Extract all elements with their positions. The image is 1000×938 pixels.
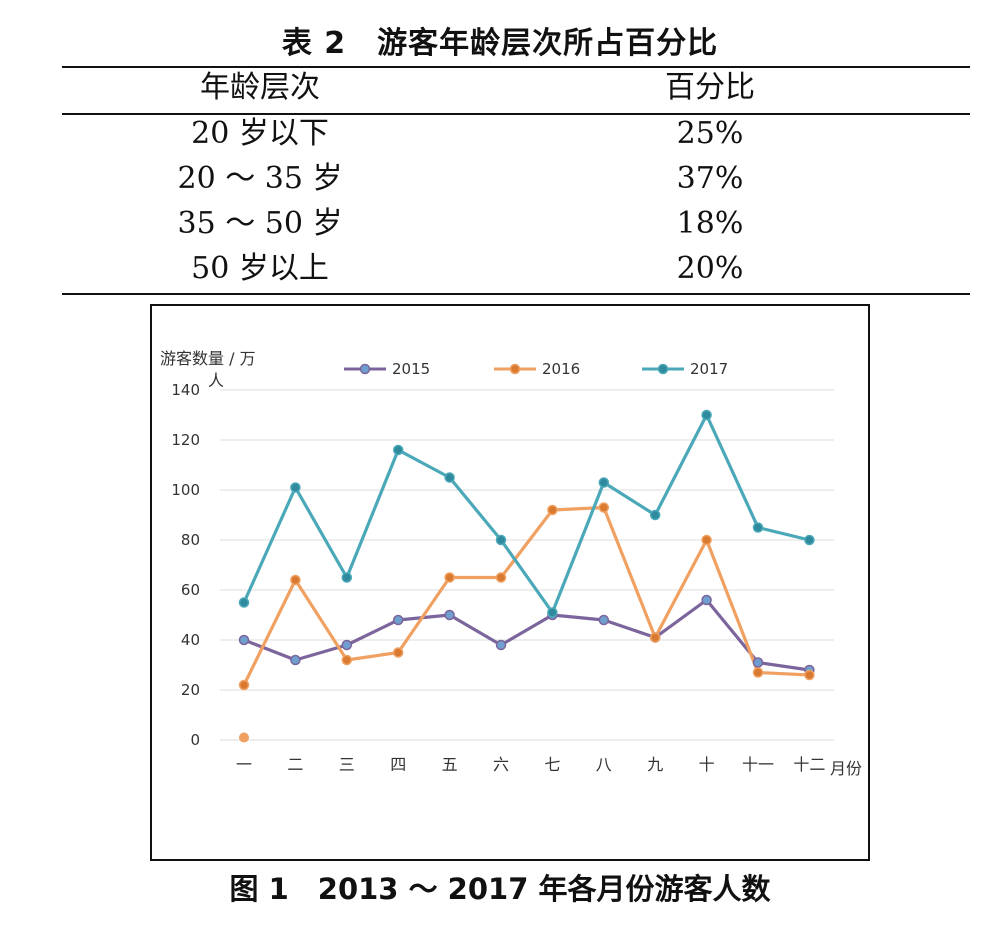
legend-marker-2015 xyxy=(359,363,371,375)
data-point-2017 xyxy=(392,444,404,456)
y-tick-label: 0 xyxy=(190,731,200,749)
data-point-2017 xyxy=(290,482,301,493)
x-tick-label: 五 xyxy=(442,755,458,774)
y-tick-label: 40 xyxy=(181,631,200,649)
table-cell-age: 20 ～ 35 岁 xyxy=(177,161,343,196)
x-tick-label: 十一 xyxy=(742,755,774,774)
data-point-2016 xyxy=(392,647,404,658)
data-point-2015 xyxy=(598,614,610,626)
line-chart-frame: 0 20 40 60 80 100 120 140 一 二 三 四 五 六 七 八 九 十 十一 十二 2015 20… xyxy=(150,304,870,861)
y-tick-label: 60 xyxy=(181,581,200,599)
data-point-2017 xyxy=(804,534,815,546)
y-tick-label: 80 xyxy=(181,531,200,549)
series-line-2017 xyxy=(242,413,810,615)
data-point-2017 xyxy=(598,477,610,488)
table-header-percent: 百分比 xyxy=(665,70,755,105)
table-top-rule xyxy=(62,66,970,68)
data-point-2016 xyxy=(495,572,507,583)
legend-label-2015: 2015 xyxy=(392,360,430,378)
data-point-2016 xyxy=(341,654,353,666)
x-tick-label: 十 xyxy=(699,755,715,774)
table-cell-percent: 25% xyxy=(676,116,744,151)
data-point-2017 xyxy=(649,509,661,521)
x-tick-label: 十二 xyxy=(793,755,825,774)
y-tick-label: 120 xyxy=(171,431,200,449)
y-tick-label: 20 xyxy=(181,681,200,699)
table-header-rule xyxy=(62,113,970,115)
legend-marker-2016 xyxy=(509,363,521,375)
data-point-2015 xyxy=(444,609,455,621)
figure-caption: 图 1 2013 ～ 2017 年各月份游客人数 xyxy=(229,872,771,906)
legend-marker-2017 xyxy=(657,363,669,375)
data-point-2015 xyxy=(290,654,301,666)
table-cell-percent: 18% xyxy=(676,206,744,241)
data-point-2016 xyxy=(752,667,764,678)
legend-label-2017: 2017 xyxy=(690,360,728,378)
x-tick-label: 一 xyxy=(236,755,252,774)
series-line-2015 xyxy=(243,598,810,672)
data-point-2016 xyxy=(804,669,815,681)
data-point-2015 xyxy=(341,639,353,651)
data-point-2016 xyxy=(547,504,558,516)
table-cell-age: 20 岁以下 xyxy=(191,116,329,151)
data-point-2017 xyxy=(495,534,507,546)
stray-marker xyxy=(239,732,249,743)
data-point-2017 xyxy=(341,572,353,583)
table-cell-age: 50 岁以上 xyxy=(191,251,329,286)
table-cell-percent: 37% xyxy=(676,161,744,196)
data-point-2017 xyxy=(547,607,558,618)
data-point-2016 xyxy=(290,574,301,586)
data-point-2017 xyxy=(701,409,712,421)
data-point-2017 xyxy=(444,472,455,483)
x-tick-label: 二 xyxy=(287,755,303,774)
y-tick-label: 100 xyxy=(171,481,200,499)
data-point-2016 xyxy=(649,632,661,643)
y-axis-label: 游客数量 / 万人 xyxy=(160,349,256,390)
data-point-2017 xyxy=(238,597,250,608)
x-tick-label: 四 xyxy=(390,755,406,774)
x-axis-label: 月份 xyxy=(830,759,862,778)
data-point-2016 xyxy=(701,534,712,546)
legend-label-2016: 2016 xyxy=(542,360,580,378)
x-tick-label: 六 xyxy=(493,755,509,774)
data-point-2016 xyxy=(444,572,455,583)
data-point-2017 xyxy=(752,522,764,533)
data-point-2015 xyxy=(238,634,250,646)
data-point-2015 xyxy=(701,594,712,606)
series-line-2016 xyxy=(242,505,810,686)
table-cell-age: 35 ～ 50 岁 xyxy=(177,206,343,241)
table-title: 表 2 游客年龄层次所占百分比 xyxy=(281,26,719,61)
table-cell-percent: 20% xyxy=(676,251,744,286)
data-point-2015 xyxy=(752,657,764,668)
x-tick-label: 三 xyxy=(339,755,355,774)
data-point-2015 xyxy=(495,639,507,651)
y-tick-label: 140 xyxy=(171,381,200,399)
line-chart: 0 20 40 60 80 100 120 140 一 二 三 四 五 六 七 八 九 十 十一 十二 2015 20… xyxy=(160,349,862,778)
table-header-age: 年龄层次 xyxy=(200,70,320,105)
x-tick-label: 七 xyxy=(544,755,560,774)
x-tick-label: 八 xyxy=(596,755,612,774)
x-tick-label: 九 xyxy=(647,755,663,774)
data-point-2015 xyxy=(392,614,404,626)
data-point-2016 xyxy=(238,679,250,691)
table-bottom-rule xyxy=(62,293,970,295)
data-point-2016 xyxy=(598,502,610,513)
